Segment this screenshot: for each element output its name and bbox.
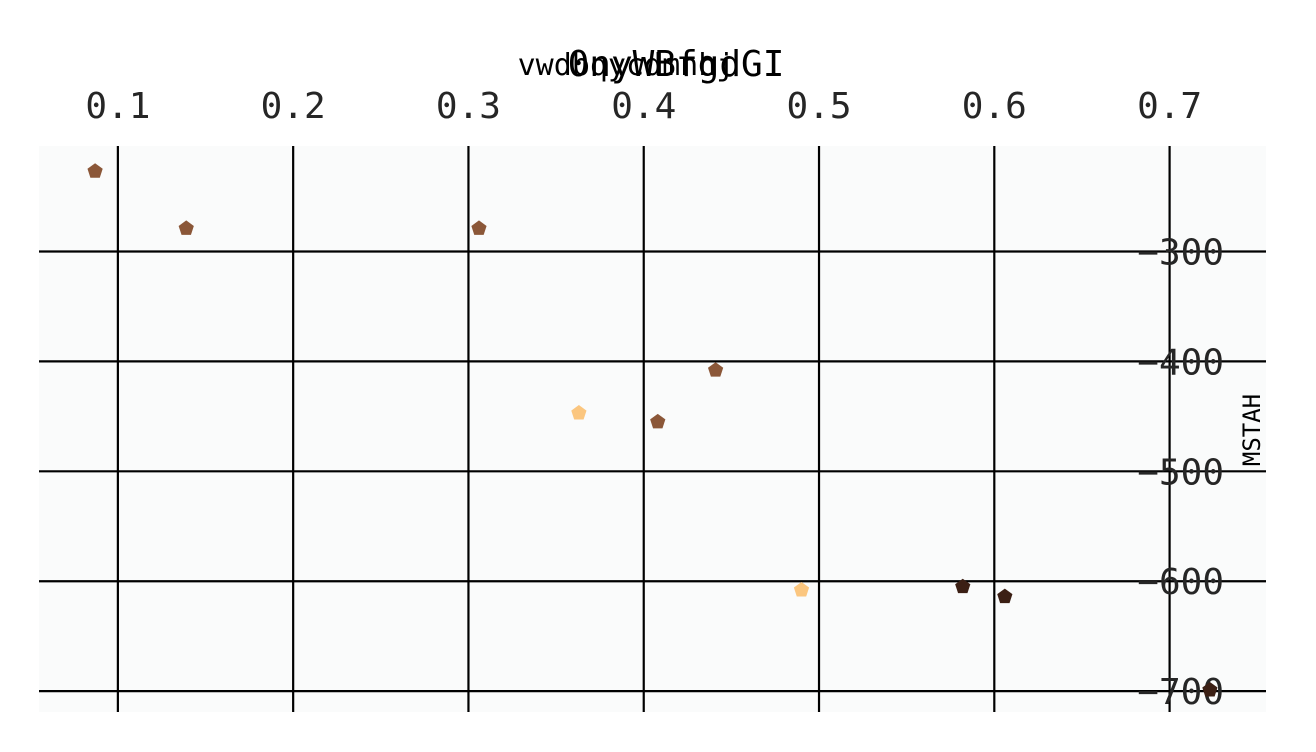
y-tick-label: −600	[1137, 562, 1224, 603]
x-tick-label: 0.4	[611, 86, 676, 127]
data-point	[793, 582, 810, 597]
x-tick-label: 0.1	[85, 86, 150, 127]
data-point	[707, 362, 724, 377]
x-tick-label: 0.2	[261, 86, 326, 127]
y-tick-label: −500	[1137, 452, 1224, 493]
grid-lines	[39, 146, 1266, 712]
data-point	[650, 413, 666, 429]
data-points	[87, 163, 1218, 697]
x-tick-label: 0.6	[962, 86, 1027, 127]
plot-area	[39, 146, 1266, 712]
x-tick-label: 0.7	[1137, 86, 1202, 127]
y-axis-label: MSTAH	[1238, 394, 1266, 466]
data-point	[571, 405, 587, 420]
data-point	[178, 220, 194, 235]
data-point	[955, 578, 971, 594]
data-point	[87, 163, 103, 178]
data-point	[471, 220, 487, 235]
x-tick-label: 0.5	[787, 86, 852, 127]
x-tick-label: 0.3	[436, 86, 501, 127]
y-tick-label: −400	[1137, 342, 1224, 383]
y-axis-ticks: −300−400−500−600−700	[1137, 233, 1224, 714]
chart-title: 0nyWBfgdGI	[568, 44, 785, 85]
x-axis-ticks: 0.1 0.2 0.3 0.4 0.5 0.6 0.7	[85, 86, 1202, 127]
data-point	[997, 588, 1013, 604]
chart-subtitle: vwdbqycdmnhj	[518, 48, 735, 83]
data-point	[1202, 682, 1218, 697]
y-tick-label: −300	[1137, 233, 1224, 274]
